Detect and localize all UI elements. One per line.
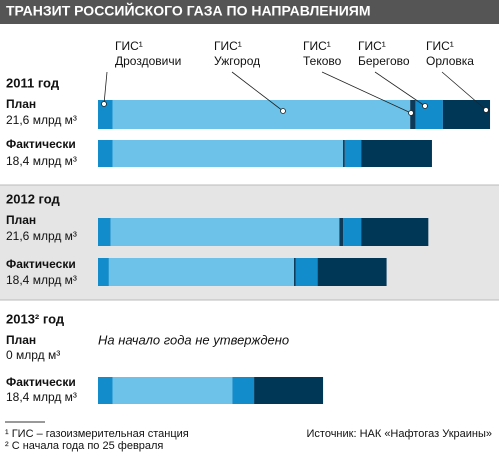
bar-segment [98,218,111,246]
leader-dot [101,101,107,107]
row-total: 18,4 млрд м³ [6,390,77,404]
row-name: План [6,213,36,227]
row-total: 21,6 млрд м³ [6,113,77,127]
row-name: Фактически [6,137,76,151]
bar-segment [361,218,429,246]
leader-line [103,71,108,105]
chart-title: ТРАНЗИТ РОССИЙСКОГО ГАЗА ПО НАПРАВЛЕНИЯМ [6,2,371,19]
legend-label: Ужгород [214,54,260,68]
legend-prefix: ГИС¹ [358,39,386,53]
legend-prefix: ГИС¹ [303,39,331,53]
row-total: 21,6 млрд м³ [6,229,77,243]
leader-line [374,71,426,107]
legend-prefix: ГИС¹ [214,39,242,53]
leader-line [231,71,284,112]
legend-label: Орловка [426,54,474,68]
bar-segment [343,140,345,167]
footnote: ¹ ГИС – газоизмерительная станция [5,428,189,440]
leader-dot [408,110,414,116]
source: Источник: НАК «Нафтогаз Украины» [307,428,493,440]
row-name: План [6,97,36,111]
bar-segment [344,140,362,167]
bar-segment [343,218,362,246]
legend-prefix: ГИС¹ [115,39,143,53]
row-note: На начало года не утверждено [98,332,289,347]
bar-segment [108,258,295,286]
row-name: План [6,333,36,347]
bar-segment [295,258,318,286]
title-bar [0,0,499,24]
leader-line [321,71,412,114]
bar-segment [112,377,233,404]
bar-segment [361,140,432,167]
legend-label: Дроздовичи [115,54,181,68]
footnote: ² С начала года по 25 февраля [5,440,163,452]
legend-label: Теково [303,54,342,68]
group-year: 2013² год [6,311,65,326]
leader-line [441,71,487,111]
bar-segment [442,100,491,129]
legend-prefix: ГИС¹ [426,39,454,53]
legend-label: Берегово [358,54,410,68]
row-total: 18,4 млрд м³ [6,273,77,287]
bar-segment [110,218,340,246]
group-year: 2011 год [6,75,60,90]
leader-dot [483,107,489,113]
bar-segment [112,100,411,129]
group-year: 2012 год [6,191,61,206]
bar-segment [317,258,387,286]
bar-segment [232,377,255,404]
bar-segment [98,258,109,286]
bar-segment [98,140,113,167]
bar-segment [294,258,296,286]
row-total: 0 млрд м³ [6,348,60,362]
bar-segment [254,377,324,404]
bar-segment [112,140,344,167]
bar-segment [339,218,344,246]
leader-dot [422,103,428,109]
row-name: Фактически [6,375,76,389]
bar-segment [98,100,113,129]
bar-segment [98,377,113,404]
bar-segment [415,100,443,129]
row-name: Фактически [6,257,76,271]
leader-dot [280,108,286,114]
row-total: 18,4 млрд м³ [6,154,77,168]
